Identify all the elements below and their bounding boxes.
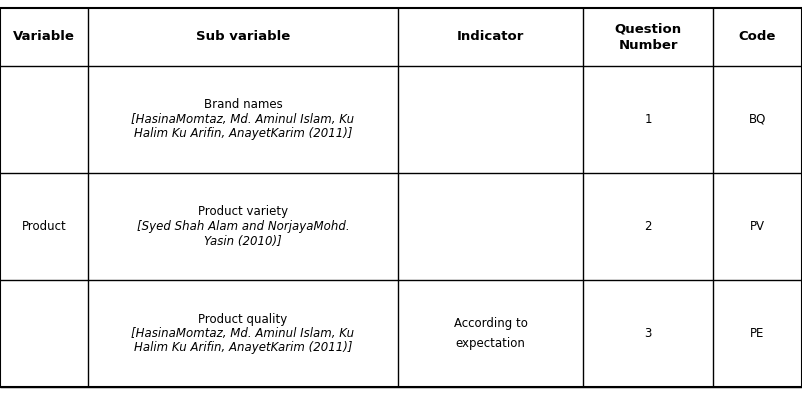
Text: [HasinaMomtaz, Md. Aminul Islam, Ku: [HasinaMomtaz, Md. Aminul Islam, Ku xyxy=(132,327,354,340)
Text: 1: 1 xyxy=(644,113,652,126)
Text: According to
expectation: According to expectation xyxy=(454,317,528,350)
Text: Sub variable: Sub variable xyxy=(196,31,290,44)
Text: [HasinaMomtaz, Md. Aminul Islam, Ku: [HasinaMomtaz, Md. Aminul Islam, Ku xyxy=(132,113,354,126)
Text: Yasin (2010)]: Yasin (2010)] xyxy=(205,235,282,248)
Text: [Syed Shah Alam and NorjayaMohd.: [Syed Shah Alam and NorjayaMohd. xyxy=(136,220,350,233)
Text: Code: Code xyxy=(739,31,776,44)
Text: PE: PE xyxy=(751,327,764,340)
Text: Question
Number: Question Number xyxy=(614,22,682,52)
Text: PV: PV xyxy=(750,220,765,233)
Text: Variable: Variable xyxy=(13,31,75,44)
Text: Product: Product xyxy=(22,220,67,233)
Text: Brand names: Brand names xyxy=(204,98,282,111)
Text: Product variety: Product variety xyxy=(198,206,288,219)
Text: BQ: BQ xyxy=(749,113,766,126)
Text: Halim Ku Arifin, AnayetKarim (2011)]: Halim Ku Arifin, AnayetKarim (2011)] xyxy=(134,127,352,140)
Text: 3: 3 xyxy=(644,327,652,340)
Text: 2: 2 xyxy=(644,220,652,233)
Text: Halim Ku Arifin, AnayetKarim (2011)]: Halim Ku Arifin, AnayetKarim (2011)] xyxy=(134,341,352,355)
Text: Product quality: Product quality xyxy=(198,313,288,326)
Text: Indicator: Indicator xyxy=(457,31,525,44)
